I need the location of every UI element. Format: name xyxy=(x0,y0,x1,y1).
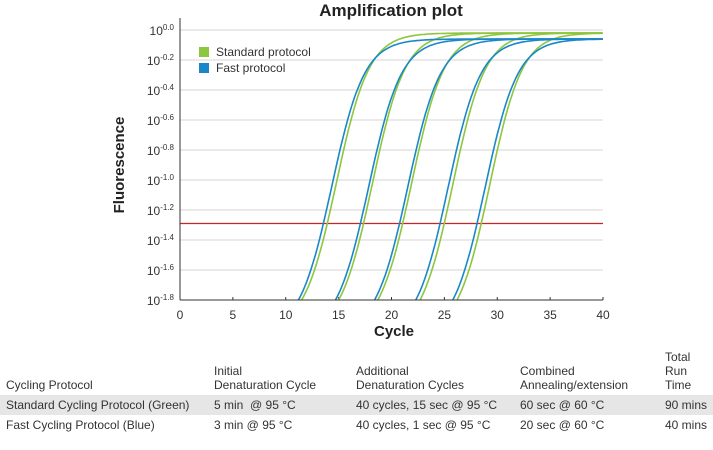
table-row-fast: Fast Cycling Protocol (Blue) 3 min @ 95 … xyxy=(0,415,713,435)
y-axis-ticks: 100.0 10-0.2 10-0.4 10-0.6 10-0.8 10-1.0 10-1.… xyxy=(147,23,175,308)
fast-protocol-curve xyxy=(452,38,603,301)
table-row-standard: Standard Cycling Protocol (Green) 5 min … xyxy=(0,395,713,415)
y-tick-label: 100.0 xyxy=(150,23,175,38)
y-tick-label: 10-1.2 xyxy=(147,203,175,218)
table-cell: 60 sec @ 60 °C xyxy=(514,395,659,415)
table-header-row: Cycling Protocol Initial Denaturation Cyc… xyxy=(0,350,713,395)
table-cell: 5 min @ 95 °C xyxy=(208,395,350,415)
table-cell: 20 sec @ 60 °C xyxy=(520,418,605,432)
amplification-plot: Amplification plot 100.0 10-0.2 10-0.4 10-0… xyxy=(111,1,610,340)
y-tick-label: 10-0.6 xyxy=(147,113,175,128)
legend-label: Standard protocol xyxy=(216,45,311,59)
x-tick-label: 35 xyxy=(543,308,557,322)
y-tick-label: 10-1.4 xyxy=(147,233,175,248)
table-cell: 90 mins xyxy=(659,395,713,415)
x-tick-label: 30 xyxy=(491,308,505,322)
table-cell: Fast Cycling Protocol (Blue) xyxy=(6,418,155,432)
table-cell: Standard Cycling Protocol (Green) xyxy=(0,395,208,415)
fast-protocol-curve xyxy=(415,38,602,301)
chart-title: Amplification plot xyxy=(319,1,463,20)
grid-lines xyxy=(180,29,603,271)
header-combined-annealing: Combined Annealing/extension xyxy=(520,364,629,392)
legend: Standard protocol Fast protocol xyxy=(199,45,311,75)
table-cell: 3 min @ 95 °C xyxy=(214,418,293,432)
x-tick-label: 15 xyxy=(332,308,346,322)
y-tick-label: 10-1.6 xyxy=(147,263,175,278)
x-tick-label: 0 xyxy=(177,308,184,322)
y-tick-label: 10-0.2 xyxy=(147,53,175,68)
header-cycling-protocol: Cycling Protocol xyxy=(6,378,93,392)
x-tick-label: 10 xyxy=(279,308,293,322)
table-cell: 40 cycles, 15 sec @ 95 °C xyxy=(350,395,514,415)
legend-swatch xyxy=(199,63,209,73)
header-additional-denaturation: Additional Denaturation Cycles xyxy=(356,364,465,392)
y-tick-label: 10-0.4 xyxy=(147,83,175,98)
standard-protocol-curve xyxy=(419,32,602,301)
x-tick-label: 20 xyxy=(385,308,399,322)
fast-protocol-curve xyxy=(297,38,603,301)
x-tick-label: 40 xyxy=(596,308,610,322)
x-tick-label: 25 xyxy=(438,308,452,322)
x-axis-label: Cycle xyxy=(374,323,414,340)
table-cell: 40 cycles, 1 sec @ 95 °C xyxy=(356,418,491,432)
table-cell: 40 mins xyxy=(665,418,708,432)
legend-label: Fast protocol xyxy=(216,61,285,75)
y-axis-label: Fluorescence xyxy=(111,117,128,214)
standard-protocol-curve xyxy=(300,32,602,301)
legend-swatch xyxy=(199,47,209,57)
y-tick-label: 10-1.8 xyxy=(147,293,175,308)
y-tick-label: 10-1.0 xyxy=(147,173,175,188)
axes xyxy=(179,18,603,301)
header-total-run-time: Total Run Time xyxy=(665,350,692,392)
protocol-table: Cycling Protocol Initial Denaturation Cyc… xyxy=(0,350,713,435)
x-tick-label: 5 xyxy=(230,308,237,322)
header-initial-denaturation: Initial Denaturation Cycle xyxy=(214,364,317,392)
standard-protocol-curve xyxy=(337,32,603,301)
y-tick-label: 10-0.8 xyxy=(147,143,175,158)
standard-protocol-curve xyxy=(456,32,603,301)
series-layer xyxy=(297,32,603,301)
x-axis-ticks: 0 5 10 15 20 25 30 35 40 xyxy=(177,297,610,322)
